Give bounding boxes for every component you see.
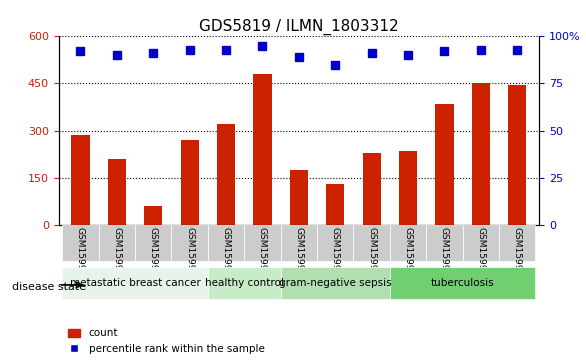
Bar [399, 151, 417, 225]
Text: healthy control: healthy control [205, 278, 284, 288]
Bar [108, 159, 126, 225]
FancyBboxPatch shape [135, 225, 172, 261]
Text: tuberculosis: tuberculosis [431, 278, 495, 288]
Bar [326, 184, 345, 225]
Title: GDS5819 / ILMN_1803312: GDS5819 / ILMN_1803312 [199, 19, 398, 35]
FancyBboxPatch shape [499, 225, 536, 261]
FancyBboxPatch shape [463, 225, 499, 261]
Bar [363, 153, 381, 225]
Bar [217, 125, 235, 225]
Bar [180, 140, 199, 225]
Bar [472, 83, 490, 225]
Text: GSM1599186: GSM1599186 [404, 227, 413, 287]
FancyBboxPatch shape [62, 267, 208, 299]
FancyBboxPatch shape [244, 225, 281, 261]
Text: GSM1599179: GSM1599179 [149, 227, 158, 287]
FancyBboxPatch shape [390, 225, 426, 261]
FancyBboxPatch shape [281, 267, 390, 299]
Bar [435, 104, 454, 225]
FancyBboxPatch shape [317, 225, 353, 261]
FancyBboxPatch shape [208, 267, 281, 299]
FancyBboxPatch shape [172, 225, 208, 261]
Text: GSM1599182: GSM1599182 [258, 227, 267, 287]
Text: GSM1599178: GSM1599178 [113, 227, 121, 287]
FancyBboxPatch shape [353, 225, 390, 261]
Text: GSM1599180: GSM1599180 [185, 227, 194, 287]
Text: GSM1599184: GSM1599184 [331, 227, 340, 287]
Text: GSM1599177: GSM1599177 [76, 227, 85, 287]
Text: gram-negative sepsis: gram-negative sepsis [279, 278, 391, 288]
Text: GSM1599189: GSM1599189 [513, 227, 522, 287]
FancyBboxPatch shape [62, 225, 98, 261]
FancyBboxPatch shape [208, 225, 244, 261]
Legend: count, percentile rank within the sample: count, percentile rank within the sample [64, 324, 269, 358]
FancyBboxPatch shape [281, 225, 317, 261]
Bar [144, 206, 162, 225]
Bar [71, 135, 90, 225]
FancyBboxPatch shape [426, 225, 463, 261]
Text: disease state: disease state [12, 282, 86, 292]
Text: metastatic breast cancer: metastatic breast cancer [70, 278, 200, 288]
Text: GSM1599181: GSM1599181 [222, 227, 230, 287]
FancyBboxPatch shape [390, 267, 536, 299]
Bar [508, 85, 526, 225]
Bar [253, 74, 271, 225]
FancyBboxPatch shape [98, 225, 135, 261]
Text: GSM1599188: GSM1599188 [476, 227, 485, 287]
Text: GSM1599185: GSM1599185 [367, 227, 376, 287]
Text: GSM1599187: GSM1599187 [440, 227, 449, 287]
Bar [289, 170, 308, 225]
Text: GSM1599183: GSM1599183 [294, 227, 304, 287]
